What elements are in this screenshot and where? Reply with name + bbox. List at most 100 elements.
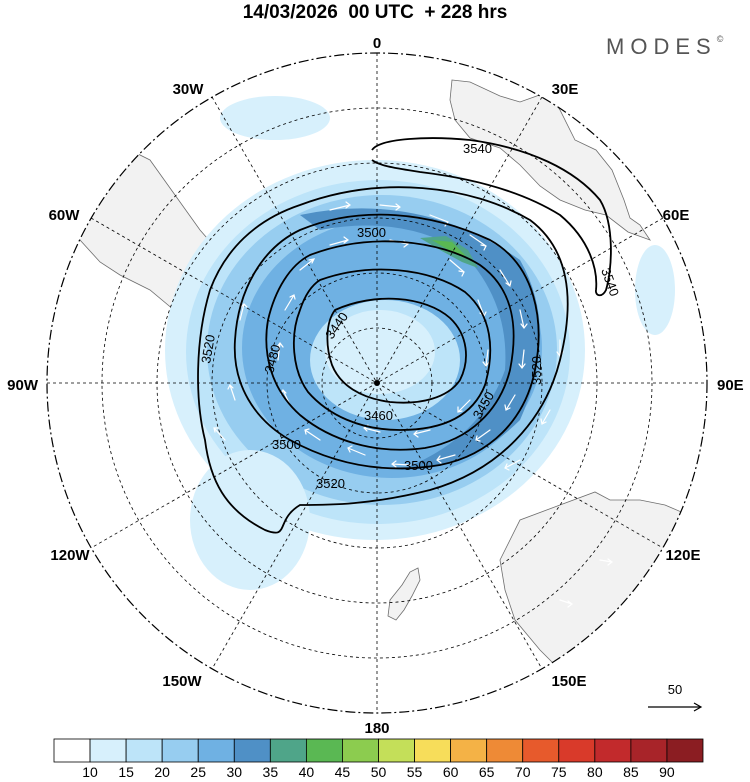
shade-patch-west [220, 96, 330, 140]
reference-vector-value: 50 [668, 682, 682, 697]
wind-arrow [213, 427, 226, 441]
wind-arrow [329, 201, 351, 211]
contour-label-group: 3540 3540 3500 3440 3480 3520 3520 3460 … [198, 141, 622, 491]
contour-3520-outer [197, 186, 569, 534]
colorbar-swatch [594, 738, 632, 763]
contour-label: 3520 [316, 476, 345, 491]
colorbar-swatch [125, 738, 163, 763]
colorbar-swatch [197, 738, 235, 763]
copyright-mark: © [716, 34, 724, 44]
colorbar-tick-label: 90 [659, 764, 675, 780]
lon-label-150w: 150W [162, 673, 202, 690]
colorbar-swatch [486, 738, 524, 763]
lon-label-0: 0 [373, 35, 381, 52]
wind-arrow [347, 445, 366, 456]
colorbar-swatch [342, 738, 379, 763]
lon-label-30e: 30E [552, 81, 579, 98]
wind-arrow [482, 349, 490, 367]
shade-patch-southwest [190, 450, 310, 590]
contour-label: 3480 [261, 343, 283, 375]
wind-arrow [304, 428, 321, 441]
lon-label-60e: 60E [663, 207, 690, 224]
colorbar-tick-label: 60 [443, 764, 459, 780]
lon-label-90e: 90E [717, 377, 744, 394]
reference-vector: 50 [648, 682, 703, 712]
wind-arrow [329, 236, 349, 246]
wind-arrow [499, 269, 512, 288]
height-contours [197, 137, 612, 534]
wind-arrow [540, 409, 551, 425]
wind-arrow [475, 429, 491, 442]
longitude-labels: 0 30E 60E 90E 120E 150E 180 150W 120W 90… [7, 35, 744, 737]
wind-arrow [559, 599, 573, 608]
colorbar-tick-label: 40 [299, 764, 315, 780]
map-border [46, 52, 708, 714]
colorbar-swatch [558, 738, 596, 763]
colorbar-swatch [450, 738, 488, 763]
wind-arrow [276, 342, 284, 361]
colorbar-tick-label: 25 [190, 764, 206, 780]
colorbar-swatch [666, 738, 704, 763]
wind-arrow [379, 203, 401, 211]
south-pole-marker [374, 380, 380, 386]
wind-arrow [599, 558, 613, 566]
wind-arrow [239, 303, 248, 321]
shade-inner-core-light [325, 310, 435, 394]
contour-label: 3460 [364, 408, 393, 423]
colorbar-swatch [378, 738, 415, 763]
landmass-new-zealand [387, 567, 421, 621]
colorbar-swatch [53, 738, 91, 763]
lat-circle-5 [101, 107, 653, 659]
colorbar-tick-label: 15 [118, 764, 134, 780]
wind-vectors [213, 201, 613, 608]
lon-label-30w: 30W [173, 81, 205, 98]
colorbar-swatch [161, 738, 199, 763]
wind-arrow [299, 258, 316, 271]
lon-label-150e: 150E [551, 673, 586, 690]
colorbar-tick-label: 20 [154, 764, 170, 780]
wind-arrow [504, 459, 521, 471]
colorbar-tick-label: 10 [82, 764, 98, 780]
contour-label: 3500 [357, 225, 386, 240]
colorbar-swatch [630, 738, 668, 763]
colorbar-tick-label: 30 [226, 764, 242, 780]
wind-arrow [413, 429, 431, 438]
colorbar-swatch [305, 738, 343, 763]
colorbar-tick-label: 85 [623, 764, 639, 780]
shade-band-45 [432, 240, 466, 256]
colorbar-tick-label: 55 [407, 764, 423, 780]
colorbar-tick-label: 35 [263, 764, 279, 780]
colorbar-tick-label: 65 [479, 764, 495, 780]
wind-arrow [519, 309, 528, 329]
contour-3540 [371, 137, 612, 297]
shade-band-40 [420, 236, 478, 268]
lon-label-180: 180 [364, 720, 389, 737]
lon-label-120e: 120E [665, 547, 700, 564]
map-content: 3540 3540 3500 3440 3480 3520 3520 3460 … [47, 53, 707, 713]
colorbar-swatch [522, 738, 560, 763]
wind-arrow [457, 399, 471, 413]
modes-logo: MODES© [606, 34, 723, 60]
colorbar-swatch [233, 738, 271, 763]
shade-band-35 [300, 208, 540, 470]
contour-3460 [292, 268, 492, 431]
wind-arrow [449, 259, 465, 277]
colorbar-tick-label: 80 [587, 764, 603, 780]
contour-3500 [233, 213, 540, 470]
wind-arrow [504, 394, 516, 411]
wind-arrow [436, 454, 456, 464]
colorbar-tick-label: 75 [551, 764, 567, 780]
shade-patch-east [635, 245, 675, 335]
contour-label: 3520 [198, 333, 218, 364]
contour-label: 3520 [529, 356, 544, 385]
colorbar-tick-label: 50 [371, 764, 387, 780]
contour-label: 3500 [404, 458, 433, 473]
colorbar-swatch [269, 738, 307, 763]
chart-title: 14/03/2026 00 UTC + 228 hrs [242, 2, 508, 23]
contour-label: 3500 [272, 437, 301, 452]
reference-arrow-head [693, 702, 703, 712]
lon-label-60w: 60W [49, 207, 81, 224]
wind-arrow [469, 234, 487, 251]
lon-label-90w: 90W [7, 377, 39, 394]
